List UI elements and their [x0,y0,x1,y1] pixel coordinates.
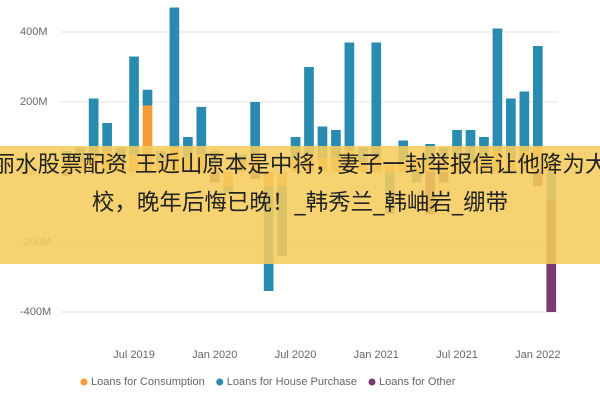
bar-segment [344,42,355,151]
bar-segment [492,28,503,151]
bar-segment [142,105,153,172]
x-tick-label: Jul 2019 [113,349,155,361]
legend-marker [368,378,376,386]
legend-marker [216,378,224,386]
bar-segment [452,130,462,158]
y-tick-label: -400M [20,306,51,318]
x-tick-label: Jul 2021 [436,349,478,361]
bar-segment [88,98,99,158]
x-tick-label: Jan 2022 [515,349,560,361]
bar-segment [142,89,153,106]
bar-segment [304,67,314,155]
y-tick-label: 400M [20,26,48,38]
bar-segment [169,7,180,148]
bar-segment [506,98,516,158]
bar-segment [196,106,207,155]
legend-marker [80,378,88,386]
overlay-banner: 丽水股票配资 王近山原本是中将，妻子一封举报信让他降为大校，晚年后悔已晚！_韩秀… [0,146,600,264]
bar-segment [371,42,382,155]
x-tick-label: Jan 2021 [354,349,399,361]
bar-segment [532,46,543,148]
x-tick-label: Jul 2020 [275,349,317,361]
bar-segment [519,91,530,151]
legend-label: Loans for Other [379,376,456,388]
bar-segment [102,123,112,151]
x-tick-label: Jan 2020 [192,349,237,361]
bar-segment [465,130,476,162]
y-tick-label: 200M [20,96,48,108]
bar-segment [250,102,261,158]
bar-segment [129,56,139,155]
legend-label: Loans for Consumption [91,376,205,388]
bar-segment [331,130,341,158]
legend-label: Loans for House Purchase [227,376,357,388]
bar-segment [317,126,328,158]
